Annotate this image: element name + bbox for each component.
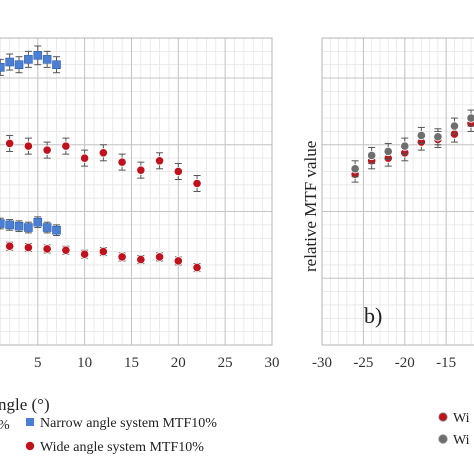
series-3 [0,216,61,237]
x-tick-label: 10 [77,355,92,371]
data-point [23,141,33,151]
data-point [52,60,61,69]
panel-a-series [0,45,202,273]
data-point [466,113,474,123]
x-tick-label: 30 [265,355,280,371]
series-1 [350,114,474,183]
panel-b-x-ticks: -30-25-20-15-10 [312,355,456,371]
panel-b: -30-25-20-15-10 relative MTF value b) [301,37,474,371]
series-2 [5,134,202,192]
panel-a-plot-frame [0,37,273,346]
data-point [154,156,165,166]
panel-b-letter: b) [364,303,382,328]
legend-marker [438,434,448,444]
data-point [42,244,52,254]
data-point [24,55,33,64]
panel-b-y-axis-label: relative MTF value [301,141,320,272]
legend-marker [25,441,35,451]
panel-b-grid [321,37,474,346]
data-point [400,141,410,151]
data-point [136,165,146,175]
data-point [416,130,426,141]
data-point [0,219,5,228]
data-point [350,164,360,174]
x-tick-label: 20 [171,355,186,371]
data-point [136,254,146,265]
data-point [0,63,5,72]
data-point [33,217,43,227]
legend-marker [438,412,448,422]
data-point [98,148,108,158]
panel-a: 051015202530 ngle (°) [0,37,280,414]
data-point [5,57,14,67]
data-point [14,60,24,69]
x-tick-label: -30 [312,355,332,371]
panel-a-legend-fragment: % [0,418,10,433]
data-point [98,246,108,257]
data-point [42,223,52,232]
x-tick-label: 15 [124,355,139,371]
legend-label: Wi [453,433,470,448]
panel-b-legend: Wi Wi [438,411,470,448]
panel-a-grid [0,37,273,346]
data-point [42,55,52,64]
data-point [52,225,61,235]
series-2 [350,109,474,178]
legend-marker [26,418,34,426]
data-point [5,241,15,251]
x-tick-label: 25 [218,355,233,371]
data-point [192,262,202,273]
x-tick-label: -25 [353,355,373,371]
data-point [367,150,377,161]
legend-label: Wi [453,411,470,426]
data-point [14,221,24,231]
data-point [383,146,393,157]
data-point [42,145,52,155]
data-point [154,252,165,262]
data-point [173,256,183,266]
data-point [33,51,43,60]
x-tick-label: 5 [34,355,42,371]
panel-b-series [350,109,474,183]
data-point [80,153,90,163]
x-tick-label: -15 [436,355,456,371]
data-point [433,132,443,142]
legend-label: Wide angle system MTF10% [40,440,204,455]
series-1 [0,45,61,76]
data-point [5,138,15,149]
data-point [117,252,127,262]
panel-a-legend: % Narrow angle system MTF10% Wide angle s… [0,416,217,455]
x-tick-label: -20 [395,355,415,371]
data-point [173,166,183,177]
data-point [117,157,127,167]
data-point [23,242,33,253]
data-point [61,245,71,255]
data-point [449,121,460,131]
panel-a-x-ticks: 051015202530 [34,355,280,371]
legend-label: Narrow angle system MTF10% [40,416,217,431]
series-4 [5,241,202,273]
data-point [61,141,71,151]
panel-a-x-axis-label: ngle (°) [0,395,50,414]
data-point [192,178,202,189]
data-point [5,220,14,230]
data-point [80,249,90,259]
panel-b-plot-frame [321,37,474,346]
data-point [24,223,33,232]
